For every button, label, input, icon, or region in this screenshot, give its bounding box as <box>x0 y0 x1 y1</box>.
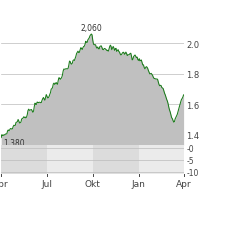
Bar <box>138 146 184 174</box>
Bar <box>93 146 138 174</box>
Text: Okt: Okt <box>85 179 101 188</box>
Bar <box>47 146 93 174</box>
Text: 1,380: 1,380 <box>3 139 25 148</box>
Text: Apr: Apr <box>0 179 9 188</box>
Text: Jul: Jul <box>42 179 53 188</box>
Bar <box>1 146 47 174</box>
Text: Apr: Apr <box>176 179 192 188</box>
Text: Jan: Jan <box>132 179 145 188</box>
Text: 2,060: 2,060 <box>80 24 102 33</box>
